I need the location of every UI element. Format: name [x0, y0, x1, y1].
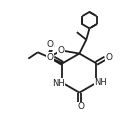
Text: NH: NH [94, 78, 107, 87]
Text: O: O [58, 46, 65, 55]
Text: O: O [46, 40, 54, 49]
Text: NH: NH [52, 79, 65, 88]
Text: O: O [46, 53, 53, 62]
Text: O: O [105, 53, 112, 62]
Text: O: O [77, 102, 84, 111]
